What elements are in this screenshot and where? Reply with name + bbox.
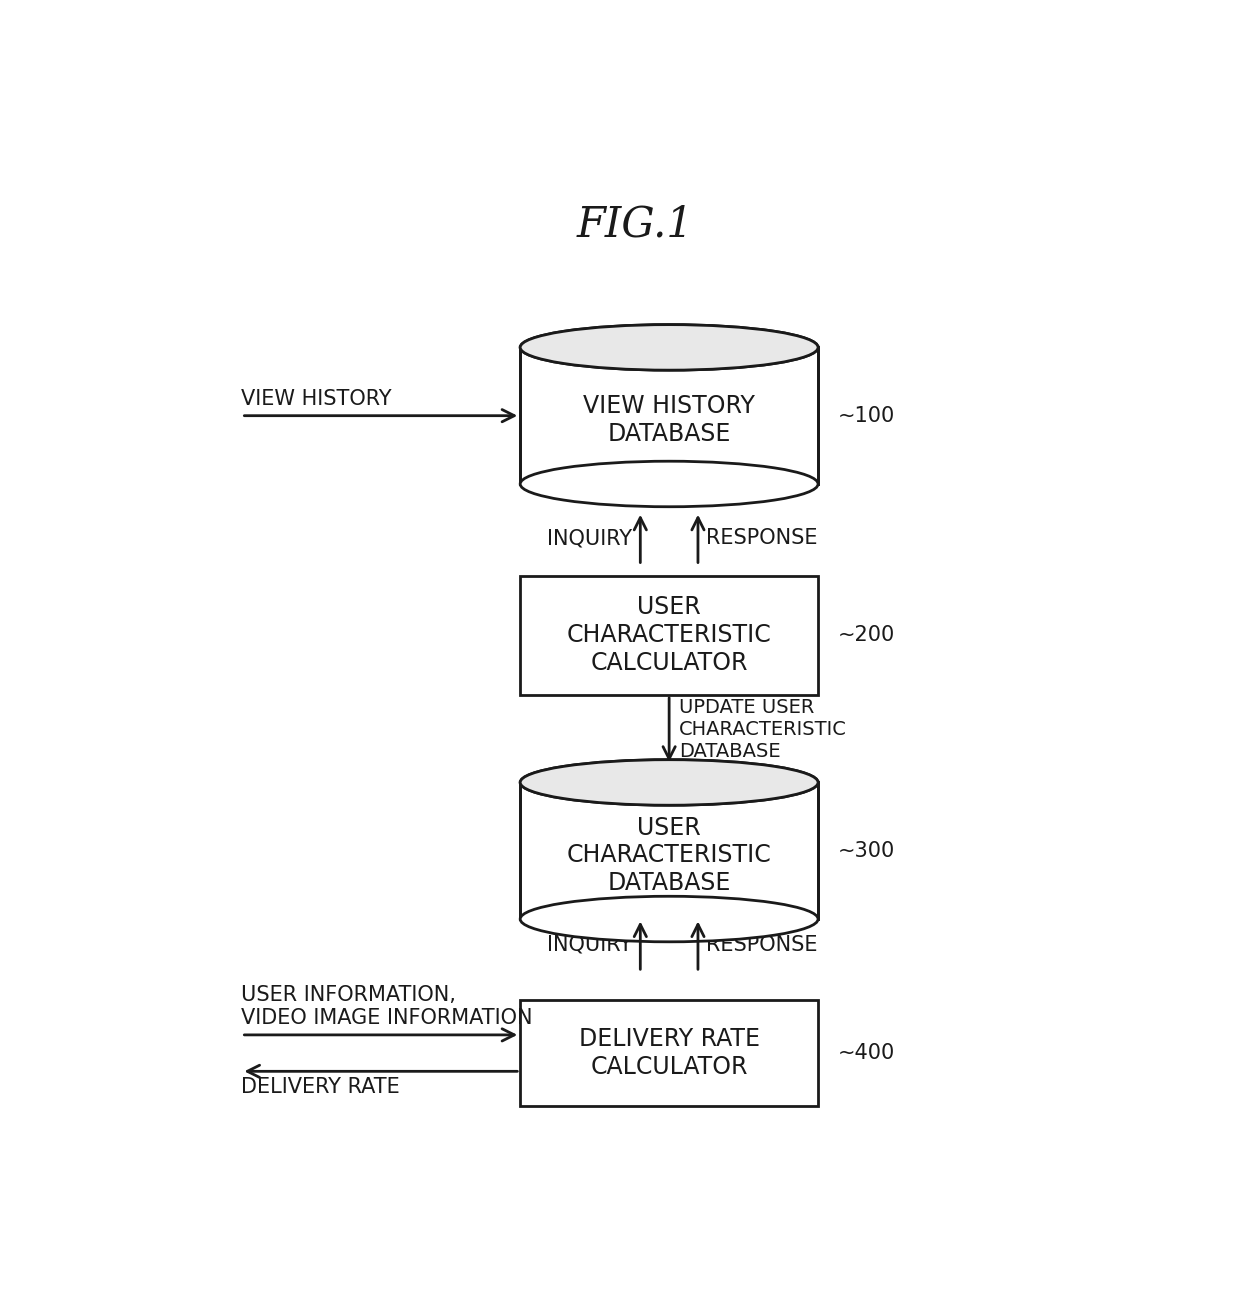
Text: ~100: ~100 [837,406,894,426]
Bar [521,576,818,695]
Text: RESPONSE: RESPONSE [706,934,817,955]
Ellipse shape [521,325,818,371]
Bar [521,1000,818,1106]
Text: VIEW HISTORY: VIEW HISTORY [242,389,392,409]
Text: VIEW HISTORY
DATABASE: VIEW HISTORY DATABASE [583,394,755,447]
Text: USER
CHARACTERISTIC
DATABASE: USER CHARACTERISTIC DATABASE [567,816,771,895]
Ellipse shape [521,461,818,507]
Text: ~200: ~200 [837,625,894,645]
Text: UPDATE USER
CHARACTERISTIC
DATABASE: UPDATE USER CHARACTERISTIC DATABASE [678,698,847,761]
Text: FIG.1: FIG.1 [577,204,694,246]
Bar [521,782,818,918]
Text: INQUIRY: INQUIRY [548,934,632,955]
Ellipse shape [521,759,818,805]
Ellipse shape [521,325,818,371]
Text: ~300: ~300 [837,841,894,861]
Text: USER
CHARACTERISTIC
CALCULATOR: USER CHARACTERISTIC CALCULATOR [567,595,771,675]
Ellipse shape [521,896,818,942]
Ellipse shape [521,759,818,805]
Text: ~400: ~400 [837,1043,894,1063]
Text: DELIVERY RATE: DELIVERY RATE [242,1077,401,1097]
Text: RESPONSE: RESPONSE [706,528,817,548]
Text: INQUIRY: INQUIRY [548,528,632,548]
Text: USER INFORMATION,
VIDEO IMAGE INFORMATION: USER INFORMATION, VIDEO IMAGE INFORMATIO… [242,984,533,1028]
Text: DELIVERY RATE
CALCULATOR: DELIVERY RATE CALCULATOR [579,1028,760,1079]
Bar [521,347,818,484]
